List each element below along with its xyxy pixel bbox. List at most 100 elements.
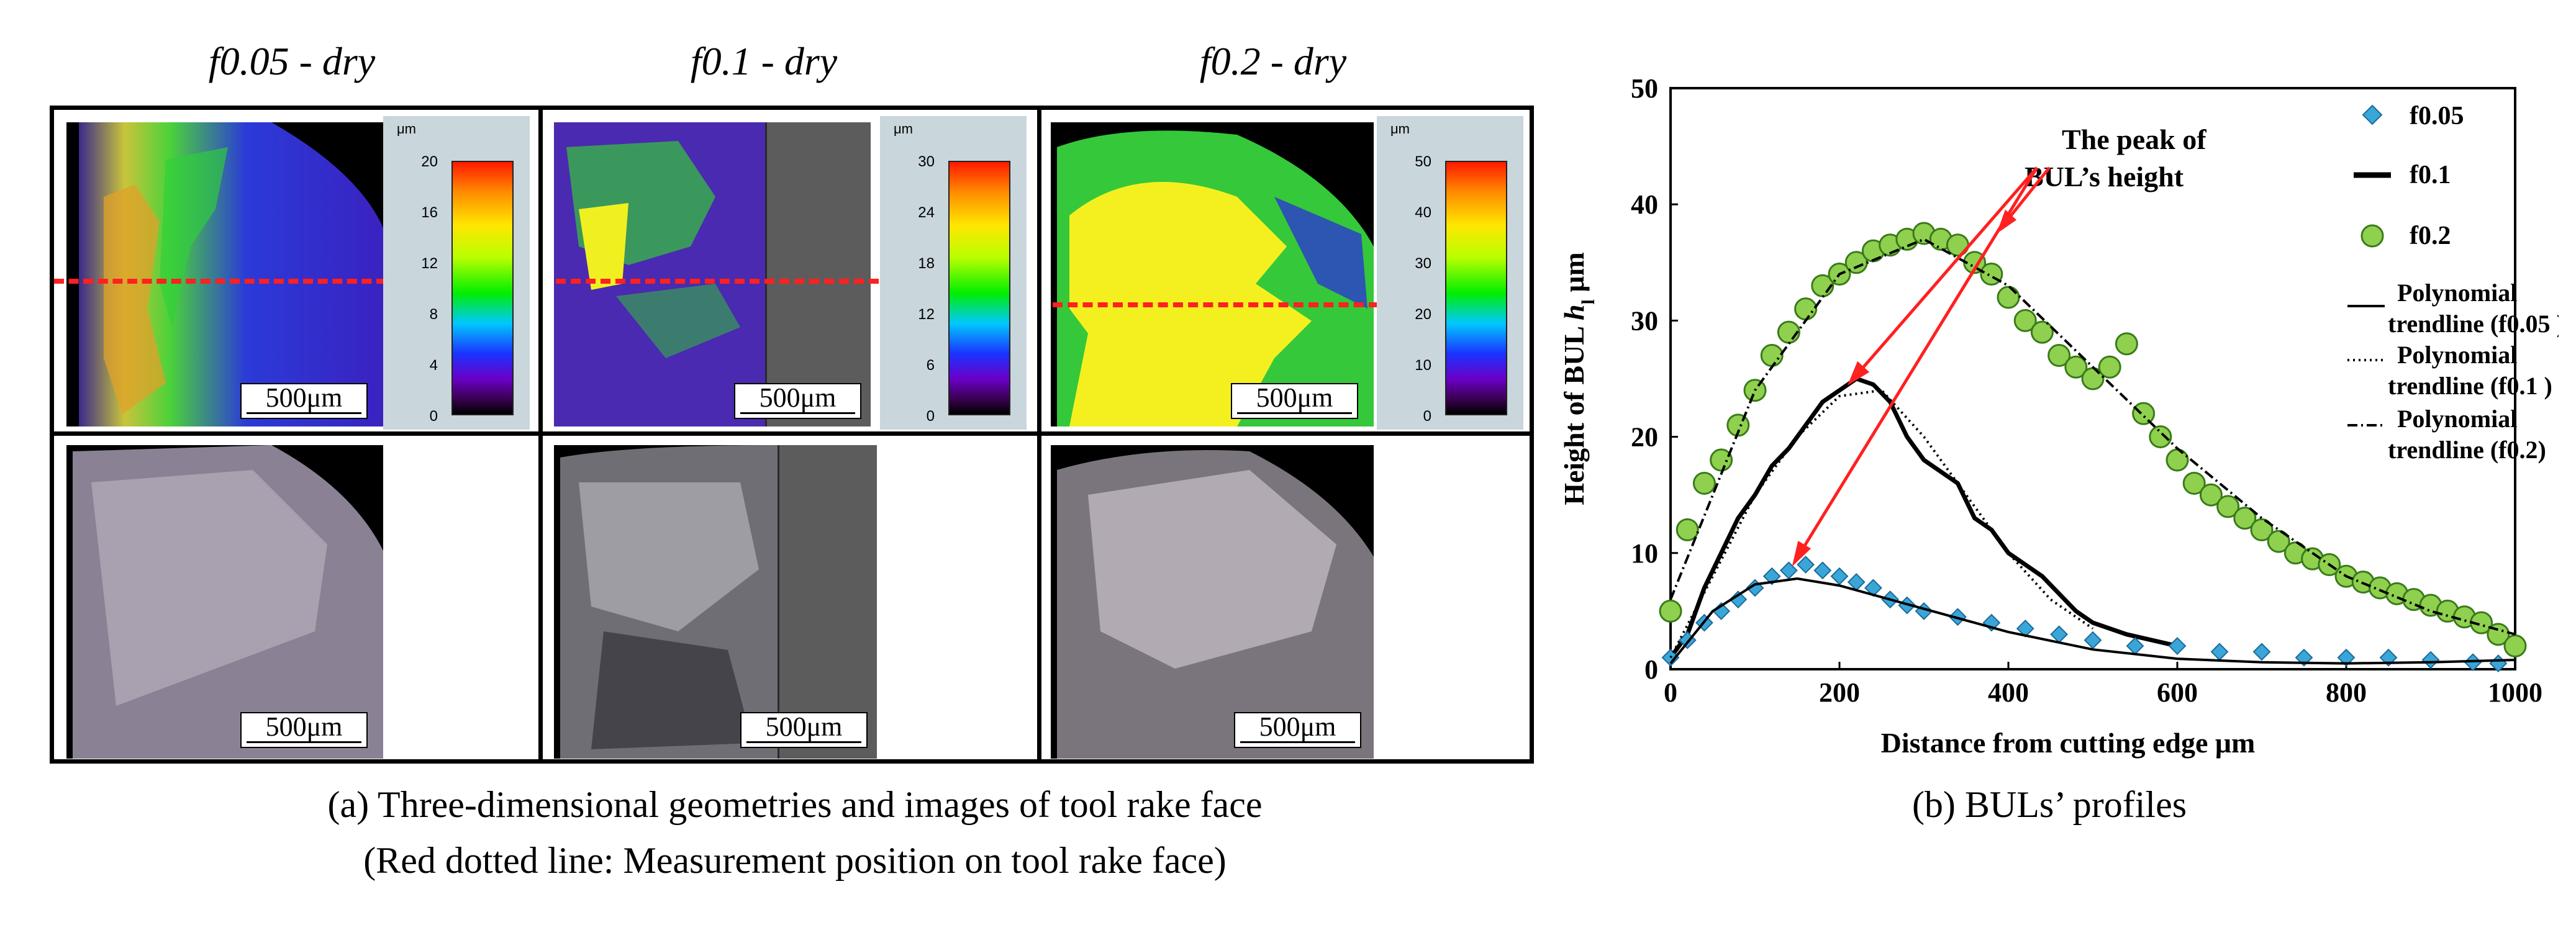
colorbar-f005: μm 20 16 12 8 4 0: [383, 116, 530, 430]
colorbar-tick: 50: [1415, 153, 1431, 170]
point-f02: [2233, 507, 2257, 530]
point-f02: [2048, 344, 2071, 368]
point-f005: [2337, 648, 2356, 667]
legend-label-trend-f02-l1: Polynomial: [2397, 405, 2517, 433]
legend-label-f005: f0.05: [2410, 102, 2464, 130]
height-map-f01: 500μm: [554, 122, 871, 426]
height-map-image: [1051, 122, 1374, 426]
legend-label-f01: f0.1: [2410, 161, 2451, 189]
masked-region: [778, 445, 877, 759]
point-f02: [2166, 448, 2189, 472]
colorbar-tick: 30: [918, 153, 935, 170]
masked-region: [765, 122, 871, 426]
rake-face-photo: [1051, 445, 1374, 759]
legend-label-trend-f005-l2: trendline (f0.05 ): [2388, 310, 2559, 338]
scale-bar: 500μm: [1234, 712, 1361, 748]
legend-label-trend-f01-l2: trendline (f0.1 ): [2388, 372, 2552, 400]
point-f02: [2267, 530, 2290, 553]
point-f02: [2503, 634, 2527, 658]
colorbar-gradient: [451, 161, 514, 415]
point-f02: [1997, 286, 2020, 309]
x-tick-label: 600: [2157, 677, 2198, 708]
point-f02: [1760, 344, 1784, 368]
height-map-f005: 500μm: [66, 122, 383, 426]
y-tick-label: 10: [1631, 538, 1658, 569]
height-map-image: [66, 122, 383, 426]
colorbar-tick: 10: [1415, 357, 1431, 374]
colorbar-unit: μm: [894, 121, 914, 137]
scale-bar: 500μm: [740, 712, 868, 748]
point-f02: [2250, 518, 2274, 541]
point-f005: [2421, 651, 2440, 669]
measurement-line: [556, 279, 879, 284]
legend-label-f02: f0.2: [2410, 222, 2451, 250]
colorbar-tick: 4: [429, 357, 438, 374]
point-f02: [2064, 355, 2088, 379]
scale-bar: 500μm: [1231, 383, 1358, 419]
column-title-3: f0.2 - dry: [1199, 39, 1347, 83]
colorbar-f01: μm 30 24 18 12 6 0: [880, 116, 1027, 430]
colorbar-tick: 16: [421, 204, 438, 221]
x-axis-label: Distance from cutting edge μm: [1881, 727, 2256, 759]
arrowhead: [1847, 361, 1870, 386]
colorbar-gradient: [948, 161, 1010, 415]
photo-f01: 500μm: [554, 445, 877, 759]
measurement-line: [54, 279, 386, 284]
colorbar-tick: 6: [926, 357, 935, 374]
point-f02: [2182, 471, 2206, 495]
arrow-to-f005-peak: [1793, 166, 2039, 563]
x-tick-label: 1000: [2488, 677, 2542, 708]
trendline-f005: [1669, 577, 2516, 665]
legend: f0.05 f0.1 f0.2 Polynomial trendline (f0…: [2347, 102, 2559, 464]
colorbar-unit: μm: [1390, 121, 1410, 137]
photo-f005: 500μm: [66, 445, 383, 759]
colorbar-tick: 30: [1415, 255, 1431, 272]
legend-label-trend-f02-l2: trendline (f0.2): [2388, 436, 2546, 464]
scale-bar: 500μm: [734, 383, 861, 419]
photo-f02: 500μm: [1051, 445, 1374, 759]
caption-a-line2: (Red dotted line: Measurement position o…: [363, 840, 1227, 881]
scale-bar: 500μm: [240, 712, 368, 748]
trendline-f02: [1669, 238, 2516, 636]
point-f02: [1659, 599, 1682, 623]
point-f005: [1797, 556, 1815, 574]
point-f02: [2115, 332, 2138, 356]
point-f02: [2149, 425, 2172, 449]
x-tick-label: 0: [1664, 677, 1677, 708]
colorbar-tick: 24: [918, 204, 935, 221]
point-f005: [2168, 637, 2187, 655]
rake-face-photo: [66, 445, 383, 759]
column-title-1: f0.05 - dry: [208, 39, 376, 83]
colorbar-tick: 40: [1415, 204, 1431, 221]
colorbar-tick: 20: [421, 153, 438, 170]
legend-marker-f02: [2361, 224, 2384, 248]
colorbar-f02: μm 50 40 30 20 10 0: [1377, 116, 1523, 430]
y-axis-label: Height of BUL hl μm: [1558, 252, 1599, 505]
legend-label-trend-f01-l1: Polynomial: [2397, 341, 2517, 369]
legend-label-trend-f005-l1: Polynomial: [2397, 279, 2517, 307]
y-tick-label: 0: [1644, 654, 1658, 685]
colorbar-tick: 12: [421, 255, 438, 272]
annotation-line1: The peak of: [2062, 124, 2206, 155]
point-f02: [2132, 402, 2156, 425]
x-tick-label: 200: [1819, 677, 1860, 708]
point-f005: [1813, 561, 1832, 580]
y-tick-label: 20: [1631, 422, 1658, 453]
point-f005: [1729, 590, 1748, 609]
point-f02: [2013, 309, 2037, 332]
colorbar-tick: 12: [918, 306, 935, 323]
arrow-to-f01-peak: [1849, 166, 2038, 383]
point-f02: [1710, 448, 1733, 472]
point-f02: [2199, 483, 2223, 507]
x-tick-label: 800: [2326, 677, 2367, 708]
bul-profile-chart: 0 200 400 600 800 1000 0 10 20 30 40 50 Distance fr…: [1558, 73, 2559, 759]
caption-a-line1: (a) Three-dimensional geometries and ima…: [327, 784, 1263, 825]
y-tick-label: 30: [1631, 305, 1658, 336]
colorbar-tick: 0: [926, 408, 935, 425]
annotation-line2: BUL’s height: [2025, 161, 2184, 192]
measurement-line: [1053, 302, 1379, 307]
point-f02: [1692, 471, 1716, 495]
height-map-f02: 500μm: [1051, 122, 1374, 426]
legend-marker-f005: [2362, 104, 2383, 125]
point-f02: [2216, 495, 2240, 518]
